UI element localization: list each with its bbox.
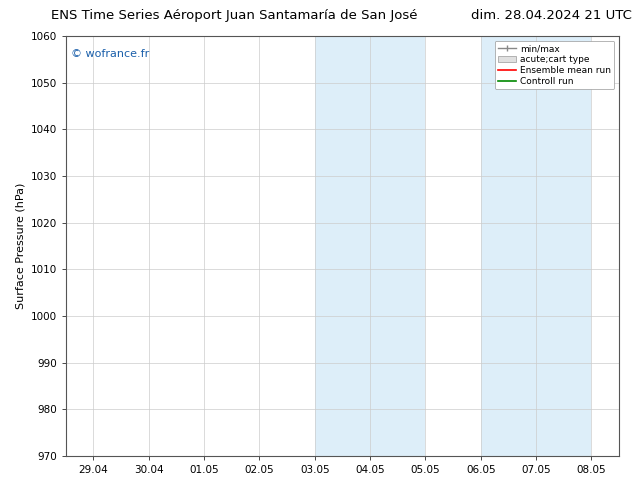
Text: dim. 28.04.2024 21 UTC: dim. 28.04.2024 21 UTC (471, 9, 632, 22)
Text: © wofrance.fr: © wofrance.fr (72, 49, 150, 59)
Y-axis label: Surface Pressure (hPa): Surface Pressure (hPa) (15, 183, 25, 309)
Bar (536, 36, 592, 456)
Bar (314, 36, 370, 456)
Legend: min/max, acute;cart type, Ensemble mean run, Controll run: min/max, acute;cart type, Ensemble mean … (495, 41, 614, 89)
Bar (370, 36, 425, 456)
Bar (481, 36, 536, 456)
Text: ENS Time Series Aéroport Juan Santamaría de San José: ENS Time Series Aéroport Juan Santamaría… (51, 9, 418, 22)
